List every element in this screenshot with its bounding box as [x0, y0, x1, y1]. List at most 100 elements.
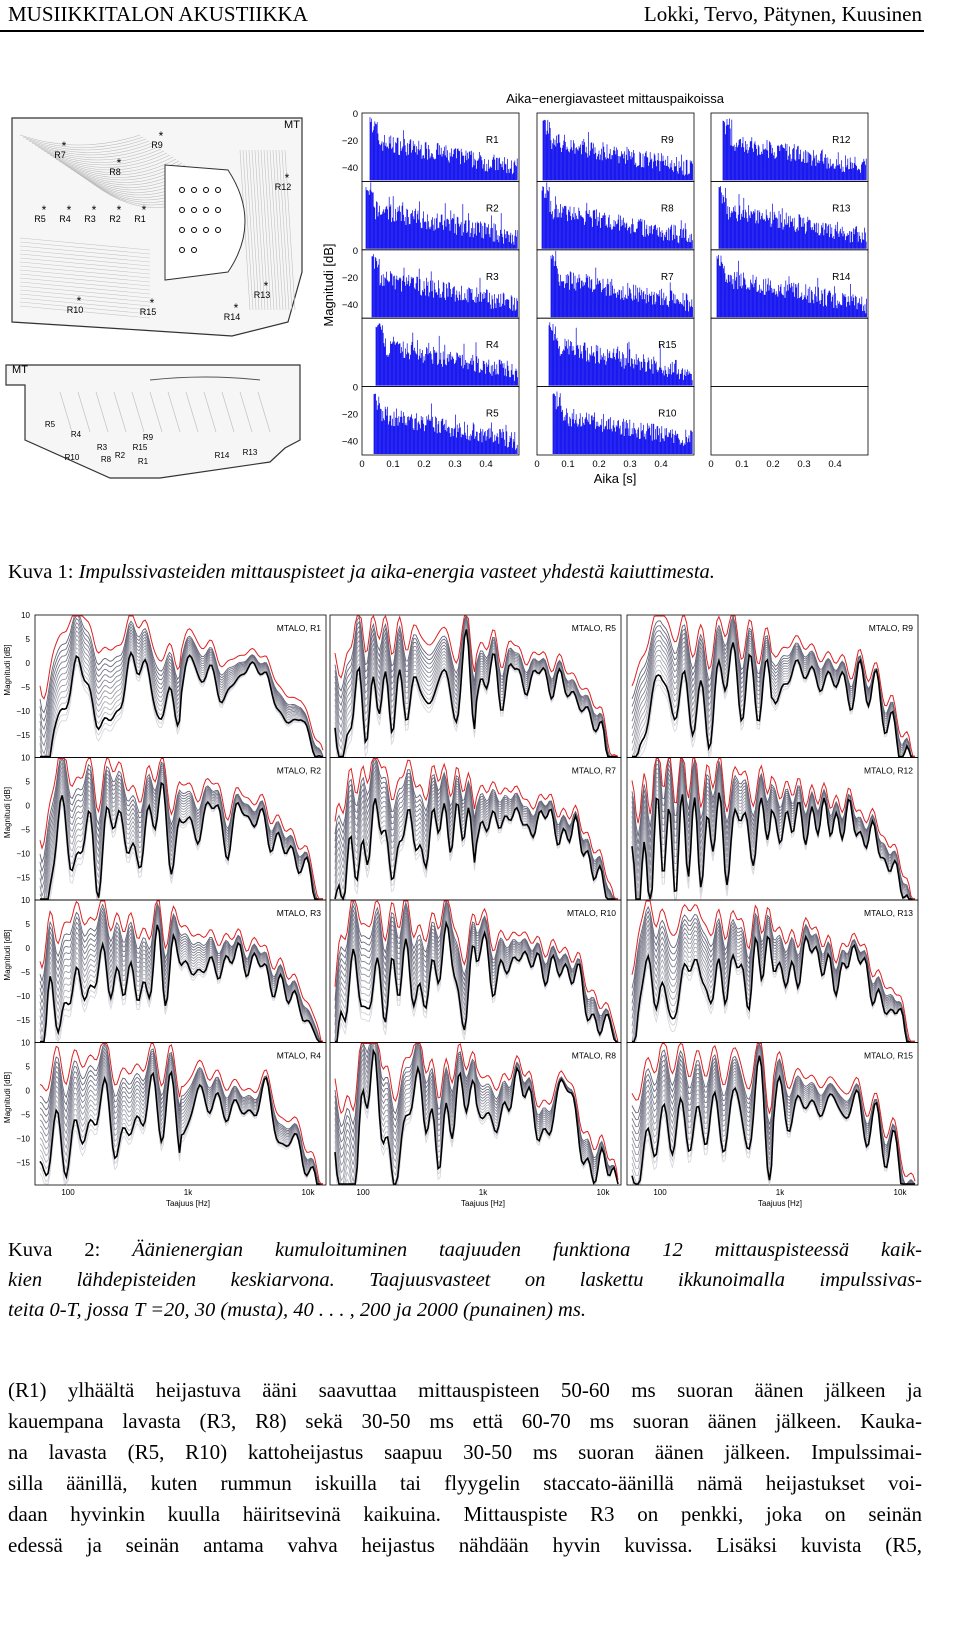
seat-row	[19, 265, 151, 279]
panel-label: MTALO, R1	[277, 623, 322, 633]
plan-label: R14	[215, 451, 230, 460]
y-tick-label: −40	[342, 437, 358, 448]
panel-label: R7	[661, 272, 674, 283]
seat-row	[185, 391, 199, 433]
panel-label: MTALO, R9	[869, 623, 914, 633]
panel-frame	[626, 1042, 919, 1186]
y-tick-label: −15	[16, 731, 30, 740]
seat-row	[55, 158, 177, 176]
seat-row	[34, 144, 156, 158]
response-black	[40, 924, 323, 1043]
seat-row	[59, 391, 73, 433]
response-curve	[39, 1050, 323, 1185]
panel-label: MTALO, R13	[864, 908, 913, 918]
panel-label: R15	[658, 340, 677, 351]
y-tick-label: 0	[26, 659, 31, 668]
y-axis-label: Magnitudi [dB]	[321, 243, 336, 326]
seat-row	[19, 241, 151, 255]
response-black	[632, 642, 915, 758]
response-curve	[632, 637, 915, 757]
response-red	[334, 900, 619, 1042]
source-point	[191, 207, 197, 213]
panel-label: R12	[832, 135, 851, 146]
plan-marker: *	[42, 203, 47, 217]
x-tick-label: 10k	[302, 1188, 316, 1197]
x-axis-label: Taajuus [Hz]	[461, 1199, 505, 1208]
panel-label: MTALO, R2	[277, 766, 322, 776]
seat-row	[149, 391, 163, 433]
y-tick-label: −20	[342, 136, 358, 147]
plan-label: R13	[243, 448, 258, 457]
energy-response	[542, 119, 693, 181]
response-red	[39, 900, 324, 1042]
response-curve	[632, 639, 915, 757]
seat-row	[95, 391, 109, 433]
y-tick-label: 5	[26, 635, 31, 644]
plan-label: R12	[275, 182, 292, 192]
y-tick-label: −15	[16, 874, 30, 883]
response-curve	[39, 910, 323, 1042]
energy-response	[365, 182, 518, 249]
seat-row	[275, 149, 287, 311]
seat-row	[52, 156, 174, 173]
source-point	[179, 227, 185, 233]
seat-row	[19, 285, 151, 299]
y-axis-label: Magnitudi [dB]	[3, 787, 12, 838]
seat-row	[43, 150, 165, 166]
seat-row	[269, 149, 281, 311]
panel-frame	[34, 1042, 327, 1186]
panel-label: R9	[661, 135, 674, 146]
seat-row	[251, 149, 263, 311]
y-tick-label: 5	[26, 1063, 31, 1072]
response-red	[334, 1043, 619, 1181]
seat-row	[281, 149, 293, 311]
seat-row	[77, 391, 91, 433]
seat-row	[19, 273, 151, 287]
seat-row	[25, 138, 147, 151]
caption-text: Impulssivasteiden mittauspisteet ja aika…	[78, 561, 715, 583]
seat-row	[266, 149, 278, 311]
y-tick-label: 5	[26, 778, 31, 787]
response-curve	[39, 761, 323, 900]
panel-frame	[329, 1042, 622, 1186]
caption-text: Äänienergian kumuloituminen taajuuden fu…	[132, 1239, 922, 1261]
response-red	[631, 757, 915, 900]
energy-response	[548, 322, 693, 386]
response-curve	[39, 1047, 323, 1185]
panel-label: R4	[486, 340, 499, 351]
seat-row	[31, 142, 153, 156]
x-tick-label: 0.1	[561, 459, 574, 470]
body-line: (R1) ylhäältä heijastuva ääni saavuttaa …	[8, 1378, 922, 1402]
response-black	[631, 792, 915, 900]
response-curve	[39, 615, 324, 757]
response-curve	[39, 901, 323, 1042]
response-curve	[631, 631, 915, 758]
response-black	[40, 650, 324, 758]
response-curve	[631, 626, 915, 757]
response-curve	[631, 633, 915, 757]
seat-row	[19, 261, 151, 275]
header-rule	[0, 30, 924, 32]
seat-row	[257, 391, 271, 433]
seat-row	[49, 154, 171, 171]
y-tick-label: −10	[16, 707, 30, 716]
x-tick-label: 0.2	[766, 459, 779, 470]
response-curve	[39, 903, 323, 1042]
x-tick-label: 0.1	[735, 459, 748, 470]
x-tick-label: 1k	[184, 1188, 193, 1197]
x-tick-label: 0.4	[828, 459, 841, 470]
response-curve	[334, 772, 618, 900]
panel-label: R10	[658, 409, 677, 420]
response-curve	[631, 629, 915, 757]
y-tick-label: 5	[26, 920, 31, 929]
balcony	[149, 376, 261, 381]
y-tick-label: −5	[21, 968, 31, 977]
plan-label: MT	[12, 364, 28, 376]
seat-row	[113, 391, 127, 433]
y-tick-label: 0	[26, 1087, 31, 1096]
plan-marker: *	[264, 279, 269, 293]
response-curve	[631, 622, 915, 757]
response-curve	[631, 619, 915, 757]
plan-label: R8	[109, 167, 121, 177]
x-tick-label: 100	[653, 1188, 667, 1197]
